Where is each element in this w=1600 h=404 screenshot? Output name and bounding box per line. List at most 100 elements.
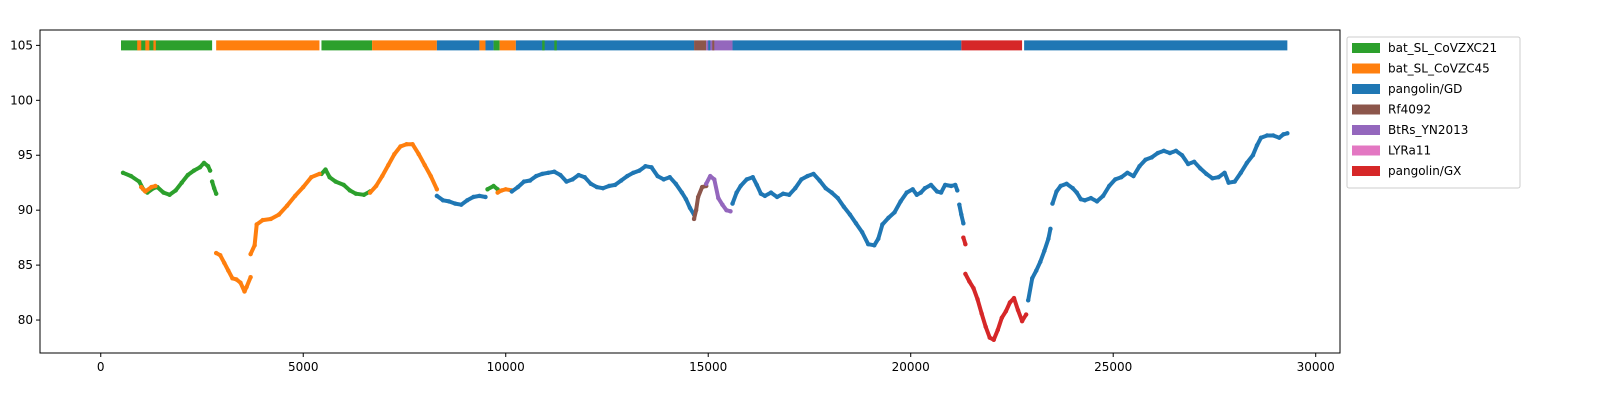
- data-point: [483, 194, 488, 200]
- data-point: [625, 173, 630, 179]
- x-tick-label: 25000: [1094, 360, 1132, 374]
- data-point: [230, 276, 235, 281]
- data-point: [323, 167, 328, 172]
- data-point: [880, 222, 885, 227]
- series-bat-sl-covzc45: [139, 142, 515, 294]
- annotation-bar-segment: [732, 40, 962, 51]
- annotation-bar-segment: [1024, 40, 1288, 51]
- data-point: [774, 194, 780, 200]
- data-point: [570, 177, 575, 182]
- data-point: [1106, 183, 1112, 189]
- data-point: [1270, 133, 1276, 138]
- data-point: [458, 202, 464, 207]
- data-point: [367, 190, 373, 195]
- data-point: [416, 151, 421, 157]
- data-point: [434, 193, 440, 199]
- data-point: [137, 179, 142, 184]
- data-point: [527, 178, 533, 183]
- data-point: [999, 315, 1005, 321]
- data-point: [446, 199, 452, 204]
- data-point: [758, 191, 764, 196]
- legend: bat_SL_CoVZXC21 bat_SL_CoVZC45 pangolin/GD…: [1346, 36, 1521, 189]
- data-point: [153, 183, 158, 189]
- legend-swatch: [1352, 104, 1380, 115]
- data-point: [218, 253, 223, 258]
- legend-swatch: [1352, 125, 1380, 135]
- series-pangolin-gx: [961, 235, 1029, 343]
- data-point: [576, 172, 581, 178]
- data-point: [959, 212, 964, 217]
- data-point: [234, 277, 239, 282]
- y-tick-label: 80: [18, 313, 33, 327]
- x-tick-label: 30000: [1297, 360, 1335, 374]
- data-point: [1054, 189, 1059, 194]
- data-point: [1131, 173, 1136, 179]
- series-btrs-yn2013: [703, 173, 733, 214]
- data-point: [143, 189, 148, 194]
- y-tick-label: 100: [10, 93, 33, 107]
- data-point: [248, 251, 253, 257]
- data-point: [238, 280, 243, 285]
- data-point: [552, 169, 557, 174]
- data-point: [1167, 150, 1173, 156]
- data-point: [515, 184, 521, 190]
- data-point: [284, 203, 290, 208]
- data-point: [938, 190, 944, 195]
- data-point: [612, 182, 618, 188]
- annotation-bar-segment: [712, 40, 715, 51]
- data-point: [703, 181, 709, 187]
- data-point: [503, 187, 508, 192]
- data-point: [1088, 195, 1094, 201]
- data-point: [955, 188, 960, 193]
- data-point: [975, 296, 980, 302]
- data-point: [179, 180, 184, 185]
- data-point: [327, 175, 332, 180]
- data-point: [667, 175, 672, 180]
- data-point: [1179, 153, 1185, 158]
- legend-label: bat_SL_CoVZXC21: [1388, 41, 1497, 55]
- data-point: [942, 182, 948, 188]
- data-point: [213, 250, 219, 256]
- data-point: [564, 179, 569, 184]
- data-point: [1082, 198, 1088, 203]
- annotation-bar-segment: [137, 40, 142, 51]
- data-point: [260, 217, 265, 223]
- data-point: [1185, 161, 1191, 167]
- data-point: [744, 177, 749, 182]
- annotation-bar-segment: [708, 40, 711, 51]
- data-point: [276, 212, 282, 217]
- data-point: [491, 183, 496, 189]
- data-point: [983, 324, 988, 329]
- annotation-bar-segment: [436, 40, 480, 51]
- data-point: [963, 242, 968, 247]
- data-point: [1277, 135, 1282, 140]
- data-point: [1232, 179, 1237, 184]
- data-point: [1007, 300, 1013, 305]
- data-point: [347, 188, 353, 193]
- data-point: [1258, 135, 1264, 140]
- data-point: [440, 198, 446, 203]
- data-point: [1173, 148, 1179, 154]
- data-point: [226, 268, 231, 273]
- series-pangolin-gd: [434, 131, 1290, 303]
- data-point: [1003, 309, 1009, 314]
- data-point: [149, 184, 154, 190]
- data-point: [301, 184, 306, 190]
- data-point: [679, 190, 685, 195]
- data-point: [244, 284, 249, 290]
- data-point: [1210, 176, 1215, 181]
- data-point: [254, 222, 259, 227]
- data-point: [222, 260, 227, 266]
- data-point: [509, 189, 515, 194]
- data-point: [762, 193, 768, 199]
- data-point: [1042, 248, 1047, 254]
- data-point: [963, 271, 968, 277]
- data-point: [768, 190, 774, 195]
- data-point: [631, 170, 636, 176]
- data-point: [546, 170, 551, 176]
- data-point: [716, 195, 721, 201]
- data-point: [471, 194, 476, 200]
- data-point: [1074, 190, 1079, 195]
- annotation-bar-segment: [216, 40, 320, 51]
